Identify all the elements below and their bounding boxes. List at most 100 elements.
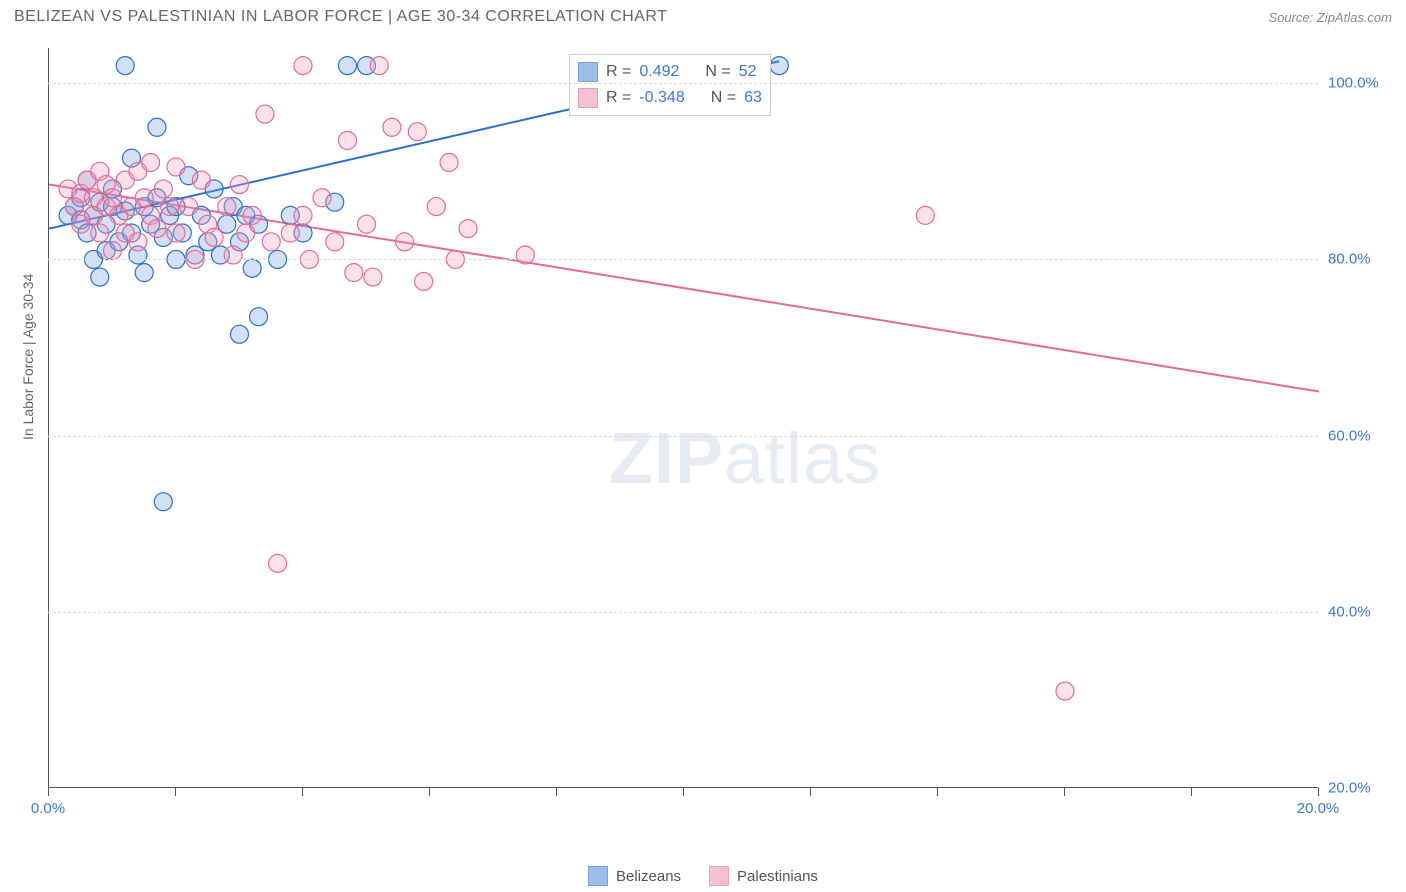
gridline	[48, 436, 1318, 437]
data-point	[91, 224, 109, 242]
data-point	[135, 189, 153, 207]
data-point	[338, 132, 356, 150]
n-label: N =	[705, 59, 730, 85]
legend-item: Belizeans	[588, 866, 681, 886]
data-point	[338, 57, 356, 75]
source-prefix: Source:	[1268, 10, 1316, 25]
x-tick	[48, 788, 49, 796]
data-point	[148, 118, 166, 136]
data-point	[281, 224, 299, 242]
source-name: ZipAtlas.com	[1317, 10, 1392, 25]
data-point	[250, 308, 268, 326]
x-tick	[556, 788, 557, 796]
data-point	[148, 220, 166, 238]
data-point	[237, 224, 255, 242]
data-point	[135, 264, 153, 282]
data-point	[205, 228, 223, 246]
data-point	[129, 233, 147, 251]
data-point	[269, 554, 287, 572]
data-point	[218, 198, 236, 216]
data-point	[256, 105, 274, 123]
n-value: 52	[739, 59, 757, 85]
data-point	[262, 233, 280, 251]
data-point	[192, 171, 210, 189]
x-tick	[1318, 788, 1319, 796]
x-tick	[1191, 788, 1192, 796]
data-point	[167, 224, 185, 242]
data-point	[116, 57, 134, 75]
chart-header: BELIZEAN VS PALESTINIAN IN LABOR FORCE |…	[0, 0, 1406, 36]
y-tick-label: 40.0%	[1328, 603, 1371, 620]
data-point	[294, 57, 312, 75]
data-point	[154, 180, 172, 198]
legend-stats-row: R = 0.492 N = 52	[578, 59, 762, 85]
data-point	[383, 118, 401, 136]
n-value: 63	[744, 85, 762, 111]
data-point	[408, 123, 426, 141]
scatter-points-layer	[49, 48, 1319, 788]
data-point	[231, 176, 249, 194]
n-label: N =	[711, 85, 736, 111]
r-label: R =	[606, 85, 631, 111]
gridline	[48, 612, 1318, 613]
data-point	[415, 272, 433, 290]
data-point	[313, 189, 331, 207]
data-point	[516, 246, 534, 264]
legend-swatch	[578, 88, 598, 108]
data-point	[358, 215, 376, 233]
legend-item: Palestinians	[709, 866, 818, 886]
data-point	[427, 198, 445, 216]
data-point	[104, 189, 122, 207]
plot-frame: ZIPatlas R = 0.492N = 52R = -0.348N = 63…	[48, 48, 1386, 818]
chart-title: BELIZEAN VS PALESTINIAN IN LABOR FORCE |…	[14, 8, 667, 26]
x-tick-label: 0.0%	[31, 800, 65, 817]
legend-swatch	[709, 866, 729, 886]
legend-swatch	[588, 866, 608, 886]
x-tick	[1064, 788, 1065, 796]
data-point	[167, 158, 185, 176]
data-point	[440, 154, 458, 172]
data-point	[142, 154, 160, 172]
data-point	[370, 57, 388, 75]
plot-area: ZIPatlas R = 0.492N = 52R = -0.348N = 63	[48, 48, 1318, 788]
x-tick	[937, 788, 938, 796]
y-axis-label: In Labor Force | Age 30-34	[20, 274, 36, 440]
legend-stats-row: R = -0.348N = 63	[578, 85, 762, 111]
data-point	[916, 206, 934, 224]
data-point	[294, 206, 312, 224]
data-point	[364, 268, 382, 286]
x-tick-label: 20.0%	[1297, 800, 1340, 817]
x-tick	[810, 788, 811, 796]
data-point	[770, 57, 788, 75]
data-point	[345, 264, 363, 282]
y-tick-label: 100.0%	[1328, 75, 1379, 92]
data-point	[243, 259, 261, 277]
data-point	[396, 233, 414, 251]
data-point	[224, 246, 242, 264]
x-tick	[302, 788, 303, 796]
chart-source: Source: ZipAtlas.com	[1268, 10, 1392, 25]
y-tick-label: 60.0%	[1328, 427, 1371, 444]
r-label: R =	[606, 59, 631, 85]
y-tick-label: 20.0%	[1328, 780, 1371, 797]
data-point	[104, 242, 122, 260]
x-tick	[683, 788, 684, 796]
data-point	[459, 220, 477, 238]
data-point	[180, 198, 198, 216]
legend-label: Palestinians	[737, 868, 818, 885]
legend-bottom: Belizeans Palestinians	[588, 866, 818, 886]
data-point	[243, 206, 261, 224]
r-value: 0.492	[639, 59, 679, 85]
data-point	[91, 268, 109, 286]
data-point	[1056, 682, 1074, 700]
gridline	[48, 259, 1318, 260]
data-point	[161, 198, 179, 216]
legend-stats-box: R = 0.492 N = 52R = -0.348N = 63	[569, 54, 771, 116]
x-tick	[429, 788, 430, 796]
legend-swatch	[578, 62, 598, 82]
gridline	[48, 83, 1318, 84]
x-tick	[175, 788, 176, 796]
data-point	[326, 233, 344, 251]
data-point	[231, 325, 249, 343]
y-tick-label: 80.0%	[1328, 251, 1371, 268]
